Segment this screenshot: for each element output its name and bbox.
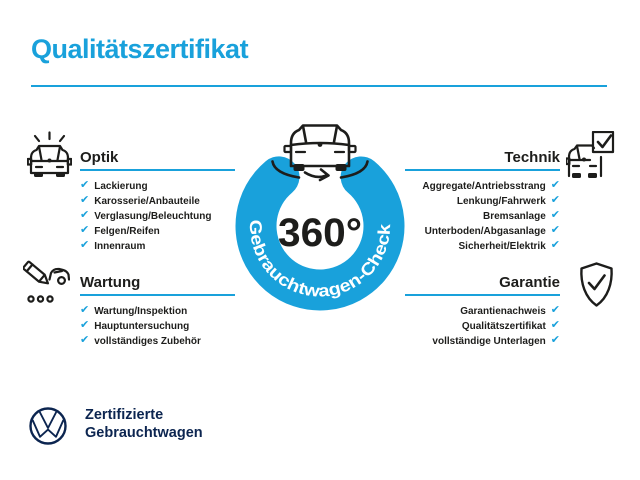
pencil-checklist-car-icon xyxy=(23,258,70,305)
car-rotation-icon xyxy=(271,124,369,182)
checklist-item-label: Verglasung/Beleuchtung xyxy=(94,211,212,222)
check-icon: ✔ xyxy=(80,179,90,191)
checklist-item-label: Innenraum xyxy=(94,241,146,252)
checklist-wartung: ✔ Wartung/Inspektion ✔ Hauptuntersuchung ✔… xyxy=(80,304,240,349)
checklist-optik: ✔ Lackierung ✔ Karosserie/Anbauteile ✔ Verg… xyxy=(80,179,240,254)
header-divider xyxy=(31,85,607,87)
check-icon: ✔ xyxy=(80,209,90,221)
check-icon: ✔ xyxy=(80,304,90,316)
check-icon: ✔ xyxy=(550,334,560,346)
brand-line-1: Zertifizierte xyxy=(85,407,164,423)
checklist-item-label: Garantienachweis xyxy=(460,306,546,317)
checklist-item: ✔ Lackierung xyxy=(80,179,240,194)
vw-logo xyxy=(28,406,68,446)
checklist-item: Sicherheit/Elektrik ✔ xyxy=(400,239,560,254)
checklist-item: Qualitätszertifikat ✔ xyxy=(400,319,560,334)
checklist-item: ✔ Wartung/Inspektion xyxy=(80,304,240,319)
brand-line-2: Gebrauchtwagen xyxy=(85,424,203,441)
check-icon: ✔ xyxy=(550,319,560,331)
degree-label: 360° xyxy=(278,211,362,255)
ring-arc xyxy=(235,141,405,311)
checklist-item-label: Wartung/Inspektion xyxy=(94,306,188,317)
section-title-optik: Optik xyxy=(80,149,119,166)
checklist-item: Aggregate/Antriebsstrang ✔ xyxy=(400,179,560,194)
checklist-item: Unterboden/Abgasanlage ✔ xyxy=(400,224,560,239)
checklist-item: ✔ Innenraum xyxy=(80,239,240,254)
checklist-item: Lenkung/Fahrwerk ✔ xyxy=(400,194,560,209)
check-icon: ✔ xyxy=(80,194,90,206)
section-rule-garantie xyxy=(405,294,560,296)
section-rule-optik xyxy=(80,169,235,171)
page-title: Qualitätszertifikat xyxy=(31,34,249,64)
checklist-item: vollständige Unterlagen ✔ xyxy=(400,334,560,349)
checklist-item-label: vollständige Unterlagen xyxy=(432,336,546,347)
check-icon: ✔ xyxy=(550,209,560,221)
check-icon: ✔ xyxy=(550,179,560,191)
section-title-garantie: Garantie xyxy=(499,274,560,291)
checklist-item: ✔ Verglasung/Beleuchtung xyxy=(80,209,240,224)
section-rule-wartung xyxy=(80,294,235,296)
section-rule-technik xyxy=(405,169,560,171)
brand-text: Zertifizierte Gebrauchtwagen xyxy=(85,407,203,442)
checklist-item-label: Lenkung/Fahrwerk xyxy=(456,196,546,207)
check-icon: ✔ xyxy=(80,239,90,251)
checklist-item-label: Sicherheit/Elektrik xyxy=(458,241,546,252)
checklist-item-label: vollständiges Zubehör xyxy=(94,336,201,347)
checklist-item: Garantienachweis ✔ xyxy=(400,304,560,319)
checklist-item-label: Karosserie/Anbauteile xyxy=(94,196,200,207)
check-icon: ✔ xyxy=(550,224,560,236)
car-checkbox-icon xyxy=(566,131,615,178)
checklist-item: ✔ Felgen/Reifen xyxy=(80,224,240,239)
check-icon: ✔ xyxy=(80,224,90,236)
checklist-item: Bremsanlage ✔ xyxy=(400,209,560,224)
car-shine-icon xyxy=(27,129,72,178)
checklist-item: ✔ vollständiges Zubehör xyxy=(80,334,240,349)
section-title-technik: Technik xyxy=(504,149,560,166)
checklist-item: ✔ Hauptuntersuchung xyxy=(80,319,240,334)
section-title-wartung: Wartung xyxy=(80,274,141,291)
check-icon: ✔ xyxy=(80,334,90,346)
ring-360-graphic: Gebrauchtwagen-Check 360° xyxy=(225,112,415,322)
checklist-technik: Aggregate/Antriebsstrang ✔ Lenkung/Fahrwe… xyxy=(400,179,560,254)
checklist-item-label: Aggregate/Antriebsstrang xyxy=(422,181,546,192)
check-icon: ✔ xyxy=(550,304,560,316)
checklist-item-label: Felgen/Reifen xyxy=(94,226,160,237)
check-icon: ✔ xyxy=(80,319,90,331)
checklist-item-label: Lackierung xyxy=(94,181,148,192)
checklist-item-label: Unterboden/Abgasanlage xyxy=(424,226,546,237)
checklist-item-label: Hauptuntersuchung xyxy=(94,321,190,332)
check-icon: ✔ xyxy=(550,194,560,206)
checklist-item-label: Qualitätszertifikat xyxy=(461,321,546,332)
checklist-item-label: Bremsanlage xyxy=(482,211,546,222)
check-icon: ✔ xyxy=(550,239,560,251)
shield-check-icon xyxy=(577,261,616,309)
checklist-garantie: Garantienachweis ✔ Qualitätszertifikat ✔ v… xyxy=(400,304,560,349)
checklist-item: ✔ Karosserie/Anbauteile xyxy=(80,194,240,209)
